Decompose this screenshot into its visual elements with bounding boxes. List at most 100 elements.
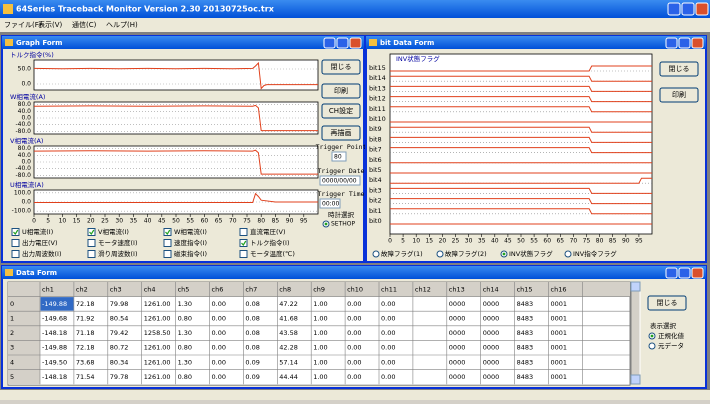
- menu-item[interactable]: 表示(V): [38, 20, 63, 29]
- table-cell[interactable]: 1.00: [313, 358, 327, 366]
- table-cell[interactable]: 0000: [483, 315, 500, 323]
- table-cell[interactable]: 1261.00: [144, 358, 171, 366]
- table-cell[interactable]: 80.72: [110, 344, 129, 352]
- table-cell[interactable]: 0.00: [381, 358, 395, 366]
- table-cell[interactable]: 0.08: [245, 300, 259, 308]
- table-cell[interactable]: 0.00: [212, 300, 226, 308]
- table-cell[interactable]: 0000: [449, 344, 466, 352]
- table-cell[interactable]: -149.88: [42, 300, 67, 308]
- table-cell[interactable]: 1261.00: [144, 315, 171, 323]
- table-cell[interactable]: 0001: [551, 315, 568, 323]
- maximize-button[interactable]: [678, 267, 691, 279]
- table-cell[interactable]: 0.80: [178, 315, 192, 323]
- table-cell[interactable]: 0.00: [381, 344, 395, 352]
- table-cell[interactable]: 47.22: [279, 300, 298, 308]
- table-cell[interactable]: 0.08: [245, 329, 259, 337]
- table-cell[interactable]: 0.00: [347, 300, 361, 308]
- menu-item[interactable]: 通信(C): [72, 20, 97, 29]
- table-cell[interactable]: 0.00: [381, 300, 395, 308]
- minimize-button[interactable]: [323, 37, 336, 49]
- minimize-button[interactable]: [665, 37, 678, 49]
- maximize-button[interactable]: [681, 2, 695, 16]
- table-cell[interactable]: -149.68: [42, 315, 67, 323]
- table-cell[interactable]: 43.58: [279, 329, 298, 337]
- table-cell[interactable]: 1.00: [313, 329, 327, 337]
- table-cell[interactable]: 1.00: [313, 300, 327, 308]
- table-cell[interactable]: 0.09: [245, 358, 259, 366]
- button[interactable]: 閉じる: [659, 61, 699, 77]
- checkbox[interactable]: [239, 228, 248, 236]
- table-cell[interactable]: 8483: [517, 329, 534, 337]
- table-cell[interactable]: 72.18: [76, 300, 95, 308]
- table-cell[interactable]: 79.78: [110, 373, 129, 381]
- button[interactable]: 印刷: [659, 87, 699, 103]
- table-cell[interactable]: 1.30: [178, 358, 192, 366]
- table-cell[interactable]: 1.30: [178, 329, 192, 337]
- table-cell[interactable]: 0.08: [245, 344, 259, 352]
- table-cell[interactable]: 0001: [551, 300, 568, 308]
- table-cell[interactable]: 72.18: [76, 344, 95, 352]
- table-cell[interactable]: 0.00: [381, 315, 395, 323]
- table-cell[interactable]: 0000: [483, 373, 500, 381]
- button[interactable]: 閉じる: [647, 295, 687, 311]
- table-cell[interactable]: 0001: [551, 329, 568, 337]
- table-cell[interactable]: 1258.50: [144, 329, 171, 337]
- table-cell[interactable]: 71.92: [76, 315, 95, 323]
- table-cell[interactable]: 1.00: [313, 344, 327, 352]
- checkbox[interactable]: [163, 239, 172, 247]
- checkbox[interactable]: [87, 228, 96, 236]
- table-cell[interactable]: 1.30: [178, 300, 192, 308]
- radio-button[interactable]: [648, 342, 656, 350]
- table-cell[interactable]: 0000: [449, 373, 466, 381]
- table-cell[interactable]: 8483: [517, 373, 534, 381]
- scroll-up[interactable]: [630, 281, 641, 292]
- table-cell[interactable]: 71.54: [76, 373, 95, 381]
- table-cell[interactable]: 44.44: [279, 373, 298, 381]
- table-cell[interactable]: 0.00: [381, 329, 395, 337]
- table-cell[interactable]: 8483: [517, 300, 534, 308]
- checkbox[interactable]: [87, 239, 96, 247]
- table-cell[interactable]: 1.00: [313, 373, 327, 381]
- button[interactable]: 閉じる: [321, 59, 361, 75]
- table-cell[interactable]: 79.42: [110, 329, 129, 337]
- table-cell[interactable]: 41.68: [279, 315, 298, 323]
- radio-button[interactable]: [436, 250, 444, 258]
- table-cell[interactable]: -148.18: [42, 373, 67, 381]
- checkbox[interactable]: [11, 250, 20, 258]
- table-cell[interactable]: 0.00: [212, 315, 226, 323]
- table-cell[interactable]: 1261.00: [144, 373, 171, 381]
- close-button[interactable]: [349, 37, 362, 49]
- close-button[interactable]: [695, 2, 709, 16]
- table-cell[interactable]: 79.98: [110, 300, 129, 308]
- table-cell[interactable]: 0.00: [381, 373, 395, 381]
- checkbox[interactable]: [163, 228, 172, 236]
- checkbox[interactable]: [239, 239, 248, 247]
- table-cell[interactable]: 0.00: [347, 315, 361, 323]
- checkbox[interactable]: [239, 250, 248, 258]
- table-cell[interactable]: 0001: [551, 373, 568, 381]
- table-cell[interactable]: 0.00: [212, 344, 226, 352]
- table-cell[interactable]: 80.54: [110, 315, 129, 323]
- table-cell[interactable]: -149.88: [42, 344, 67, 352]
- table-cell[interactable]: 0.00: [347, 329, 361, 337]
- checkbox[interactable]: [163, 250, 172, 258]
- table-cell[interactable]: 0000: [449, 300, 466, 308]
- button[interactable]: 印刷: [321, 83, 361, 99]
- minimize-button[interactable]: [667, 2, 681, 16]
- table-cell[interactable]: 80.34: [110, 358, 129, 366]
- table-cell[interactable]: 0000: [483, 344, 500, 352]
- table-cell[interactable]: 73.68: [76, 358, 95, 366]
- table-cell[interactable]: 0000: [449, 329, 466, 337]
- table-cell[interactable]: 0001: [551, 344, 568, 352]
- table-cell[interactable]: 71.18: [76, 329, 95, 337]
- table-cell[interactable]: 0.09: [245, 373, 259, 381]
- table-cell[interactable]: 0.08: [245, 315, 259, 323]
- scroll-down[interactable]: [630, 374, 641, 385]
- table-cell[interactable]: -149.50: [42, 358, 67, 366]
- table-cell[interactable]: 8483: [517, 344, 534, 352]
- close-button[interactable]: [691, 267, 704, 279]
- table-cell[interactable]: 0.00: [347, 373, 361, 381]
- table-cell[interactable]: 0.00: [347, 344, 361, 352]
- table-cell[interactable]: 0.80: [178, 344, 192, 352]
- table-cell[interactable]: 8483: [517, 315, 534, 323]
